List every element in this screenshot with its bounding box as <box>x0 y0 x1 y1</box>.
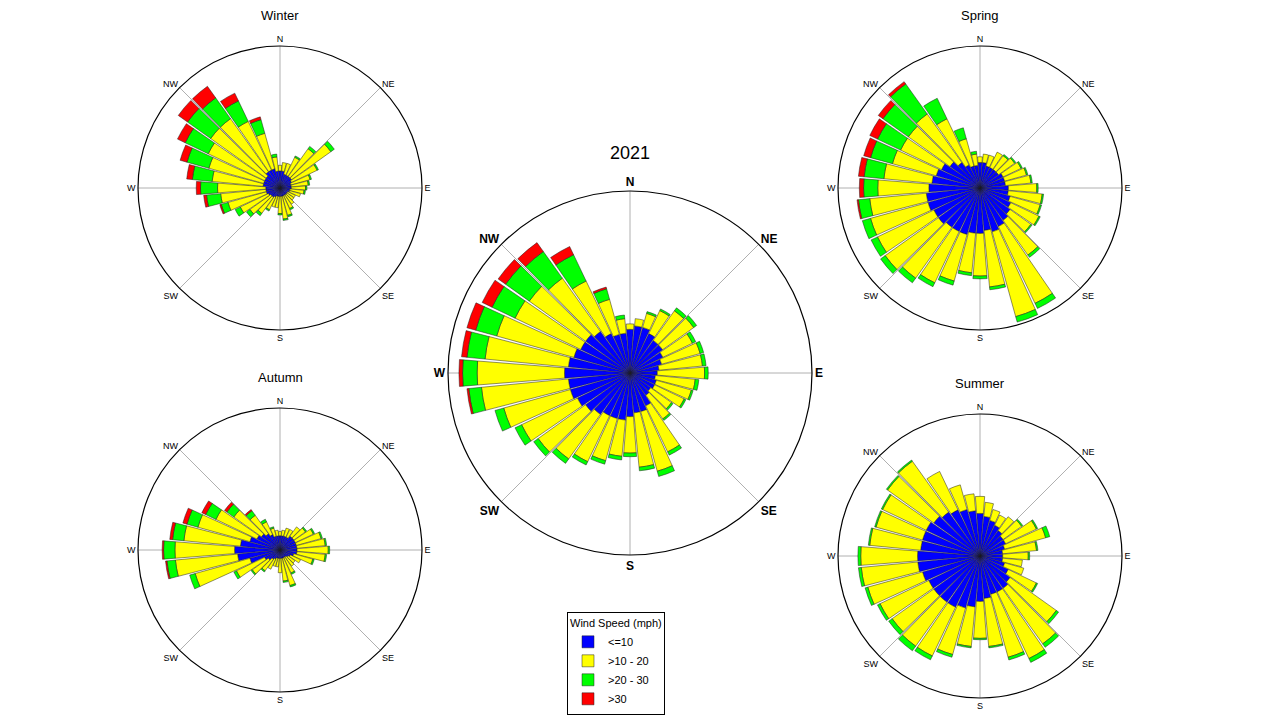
svg-text:S: S <box>626 559 634 573</box>
svg-text:<=10: <=10 <box>608 636 633 648</box>
svg-text:2021: 2021 <box>610 143 650 163</box>
svg-text:E: E <box>424 545 430 555</box>
svg-text:E: E <box>1124 551 1130 561</box>
svg-text:S: S <box>977 701 983 711</box>
svg-text:W: W <box>434 366 446 380</box>
svg-text:SW: SW <box>480 504 500 518</box>
svg-text:E: E <box>424 183 430 193</box>
svg-text:Summer: Summer <box>955 376 1005 391</box>
svg-text:NW: NW <box>163 79 178 89</box>
svg-text:Winter: Winter <box>261 8 299 23</box>
svg-text:SW: SW <box>163 653 178 663</box>
svg-text:NE: NE <box>1082 447 1095 457</box>
svg-text:S: S <box>977 333 983 343</box>
svg-text:NE: NE <box>382 79 395 89</box>
svg-text:SW: SW <box>863 291 878 301</box>
svg-text:SE: SE <box>1082 291 1094 301</box>
svg-text:Spring: Spring <box>961 8 999 23</box>
svg-text:>30: >30 <box>608 693 627 705</box>
svg-text:NE: NE <box>761 232 778 246</box>
svg-text:N: N <box>977 402 984 412</box>
svg-text:>10 - 20: >10 - 20 <box>608 655 649 667</box>
svg-text:SW: SW <box>163 291 178 301</box>
svg-text:S: S <box>277 333 283 343</box>
svg-text:SW: SW <box>863 659 878 669</box>
svg-text:NW: NW <box>863 447 878 457</box>
svg-text:N: N <box>626 175 635 189</box>
svg-text:W: W <box>127 183 136 193</box>
svg-text:NE: NE <box>1082 79 1095 89</box>
svg-text:W: W <box>827 183 836 193</box>
svg-text:N: N <box>277 396 284 406</box>
svg-text:Wind Speed (mph): Wind Speed (mph) <box>570 617 662 629</box>
svg-text:NW: NW <box>863 79 878 89</box>
svg-text:SE: SE <box>1082 659 1094 669</box>
svg-text:N: N <box>977 34 984 44</box>
svg-text:NW: NW <box>479 232 500 246</box>
svg-text:W: W <box>127 545 136 555</box>
svg-text:SE: SE <box>382 653 394 663</box>
svg-text:E: E <box>1124 183 1130 193</box>
svg-text:SE: SE <box>382 291 394 301</box>
svg-text:N: N <box>277 34 284 44</box>
svg-text:W: W <box>827 551 836 561</box>
svg-text:>20 - 30: >20 - 30 <box>608 674 649 686</box>
svg-text:SE: SE <box>761 504 777 518</box>
svg-text:Autumn: Autumn <box>258 370 303 385</box>
svg-text:NE: NE <box>382 441 395 451</box>
svg-text:S: S <box>277 695 283 705</box>
svg-text:NW: NW <box>163 441 178 451</box>
svg-text:E: E <box>815 366 823 380</box>
